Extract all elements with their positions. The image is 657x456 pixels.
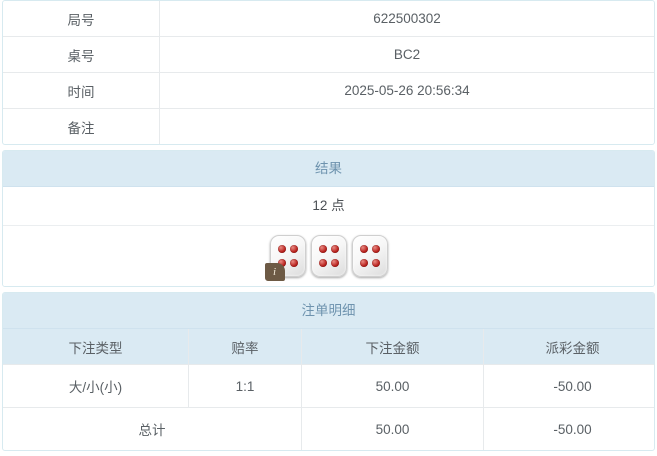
die-pip	[277, 259, 286, 267]
cell-payout: -50.00	[483, 364, 654, 408]
info-label-round-no: 局号	[3, 1, 160, 37]
column-header-stake: 下注金额	[301, 329, 484, 365]
die-pip	[330, 245, 339, 253]
column-header-bet-type: 下注类型	[3, 329, 189, 365]
table-row: 时间 2025-05-26 20:56:34	[3, 72, 654, 109]
die-1: i	[264, 235, 306, 281]
die-pip	[318, 259, 327, 267]
cell-odds: 1:1	[188, 364, 302, 408]
die-pip	[359, 245, 368, 253]
cell-total-label: 总计	[3, 407, 302, 450]
bet-detail-table: 下注类型 赔率 下注金额 派彩金额 大/小(小) 1:1 50.00 -50.0…	[3, 329, 654, 450]
table-row: 备注	[3, 108, 654, 144]
table-row: 大/小(小) 1:1 50.00 -50.00	[3, 364, 654, 408]
round-info-table: 局号 622500302 桌号 BC2 时间 2025-05-26 20:56:…	[3, 1, 654, 144]
column-header-payout: 派彩金额	[483, 329, 654, 365]
cell-total-stake: 50.00	[301, 407, 484, 450]
info-badge-icon[interactable]: i	[264, 263, 285, 281]
info-value-remark	[159, 108, 654, 144]
die-2	[310, 235, 347, 277]
bet-detail-section-title: 注单明细	[3, 293, 654, 329]
die-pip	[371, 259, 380, 267]
table-row: 局号 622500302	[3, 1, 654, 37]
dice-display: i	[3, 226, 654, 286]
result-total-points: 12 点	[3, 187, 654, 226]
info-value-table-no: BC2	[159, 36, 654, 73]
die-3	[351, 235, 388, 277]
table-total-row: 总计 50.00 -50.00	[3, 407, 654, 450]
cell-total-payout: -50.00	[483, 407, 654, 450]
die-pip	[359, 259, 368, 267]
round-info-panel: 局号 622500302 桌号 BC2 时间 2025-05-26 20:56:…	[2, 0, 655, 145]
table-header-row: 下注类型 赔率 下注金额 派彩金额	[3, 329, 654, 365]
die-pip	[318, 245, 327, 253]
result-section-title: 结果	[3, 151, 654, 187]
die-pip	[289, 245, 298, 253]
cell-stake: 50.00	[301, 364, 484, 408]
info-label-time: 时间	[3, 72, 160, 109]
info-value-round-no: 622500302	[159, 1, 654, 37]
column-header-odds: 赔率	[188, 329, 302, 365]
info-label-table-no: 桌号	[3, 36, 160, 73]
die-pip	[289, 259, 298, 267]
bet-detail-panel: 注单明细 下注类型 赔率 下注金额 派彩金额 大/小(小) 1:1 50.00 …	[2, 292, 655, 451]
cell-bet-type: 大/小(小)	[3, 364, 189, 408]
die-pip	[277, 245, 286, 253]
table-row: 桌号 BC2	[3, 36, 654, 73]
result-panel: 结果 12 点 i	[2, 150, 655, 287]
info-label-remark: 备注	[3, 108, 160, 144]
die-pip	[371, 245, 380, 253]
info-value-time: 2025-05-26 20:56:34	[159, 72, 654, 109]
die-pip	[330, 259, 339, 267]
